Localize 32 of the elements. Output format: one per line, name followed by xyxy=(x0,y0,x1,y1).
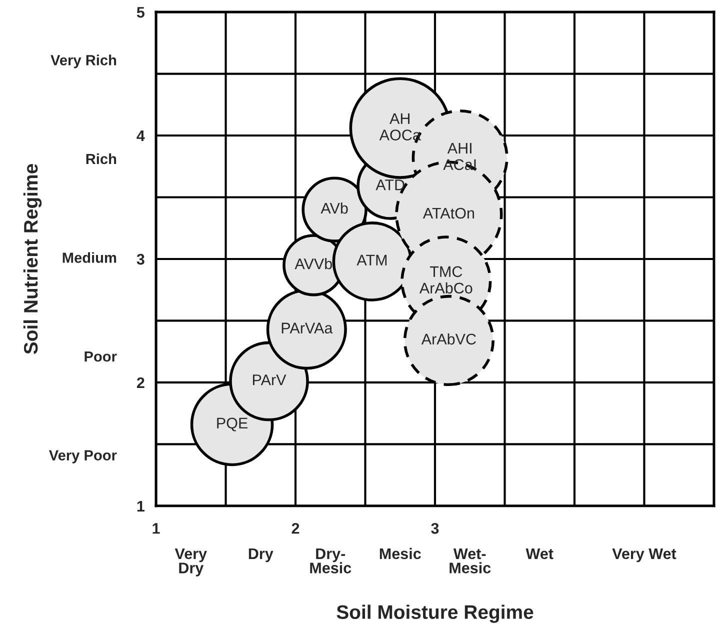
annotation: AVb xyxy=(320,202,348,214)
y-tick-label: 3 xyxy=(136,254,144,265)
y-tick-label: 4 xyxy=(136,130,145,142)
text: Wet- Mesic xyxy=(450,548,491,574)
text: Dry xyxy=(248,548,274,562)
x-tick-label: 3 xyxy=(431,523,439,534)
annotation: PQE xyxy=(217,418,248,432)
x-tick-label: 2 xyxy=(292,523,300,534)
text: Very Poor xyxy=(48,450,117,464)
annotation: ATM xyxy=(356,254,387,266)
annotation: TMC ArAbCo xyxy=(419,266,472,294)
text: Very Wet xyxy=(612,548,676,562)
annotation: ArAbVC xyxy=(421,333,476,345)
annotation: PArV xyxy=(252,374,286,386)
text: Poor xyxy=(84,352,117,362)
y-tick-label: 1 xyxy=(137,500,144,512)
annotation: ATAtOn xyxy=(422,208,474,219)
text: Mesic xyxy=(380,548,421,560)
text: Medium xyxy=(62,252,116,263)
text: Dry- Mesic xyxy=(310,548,352,574)
x-axis-title: Soil Moisture Regime xyxy=(336,604,534,623)
y-axis-title: Soil Nutrient Regime xyxy=(23,164,42,354)
x-tick-label: 1 xyxy=(152,523,160,534)
annotation: ATD xyxy=(376,180,404,190)
y-tick-label: 2 xyxy=(136,377,144,388)
text: Wet xyxy=(526,548,554,560)
annotation: PArVAa xyxy=(282,322,333,334)
text: Rich xyxy=(86,153,116,164)
y-tick-label: 5 xyxy=(136,7,144,18)
text: Very Rich xyxy=(50,54,116,68)
annotation: AVVb xyxy=(294,258,332,270)
text: Very Dry xyxy=(174,548,207,576)
